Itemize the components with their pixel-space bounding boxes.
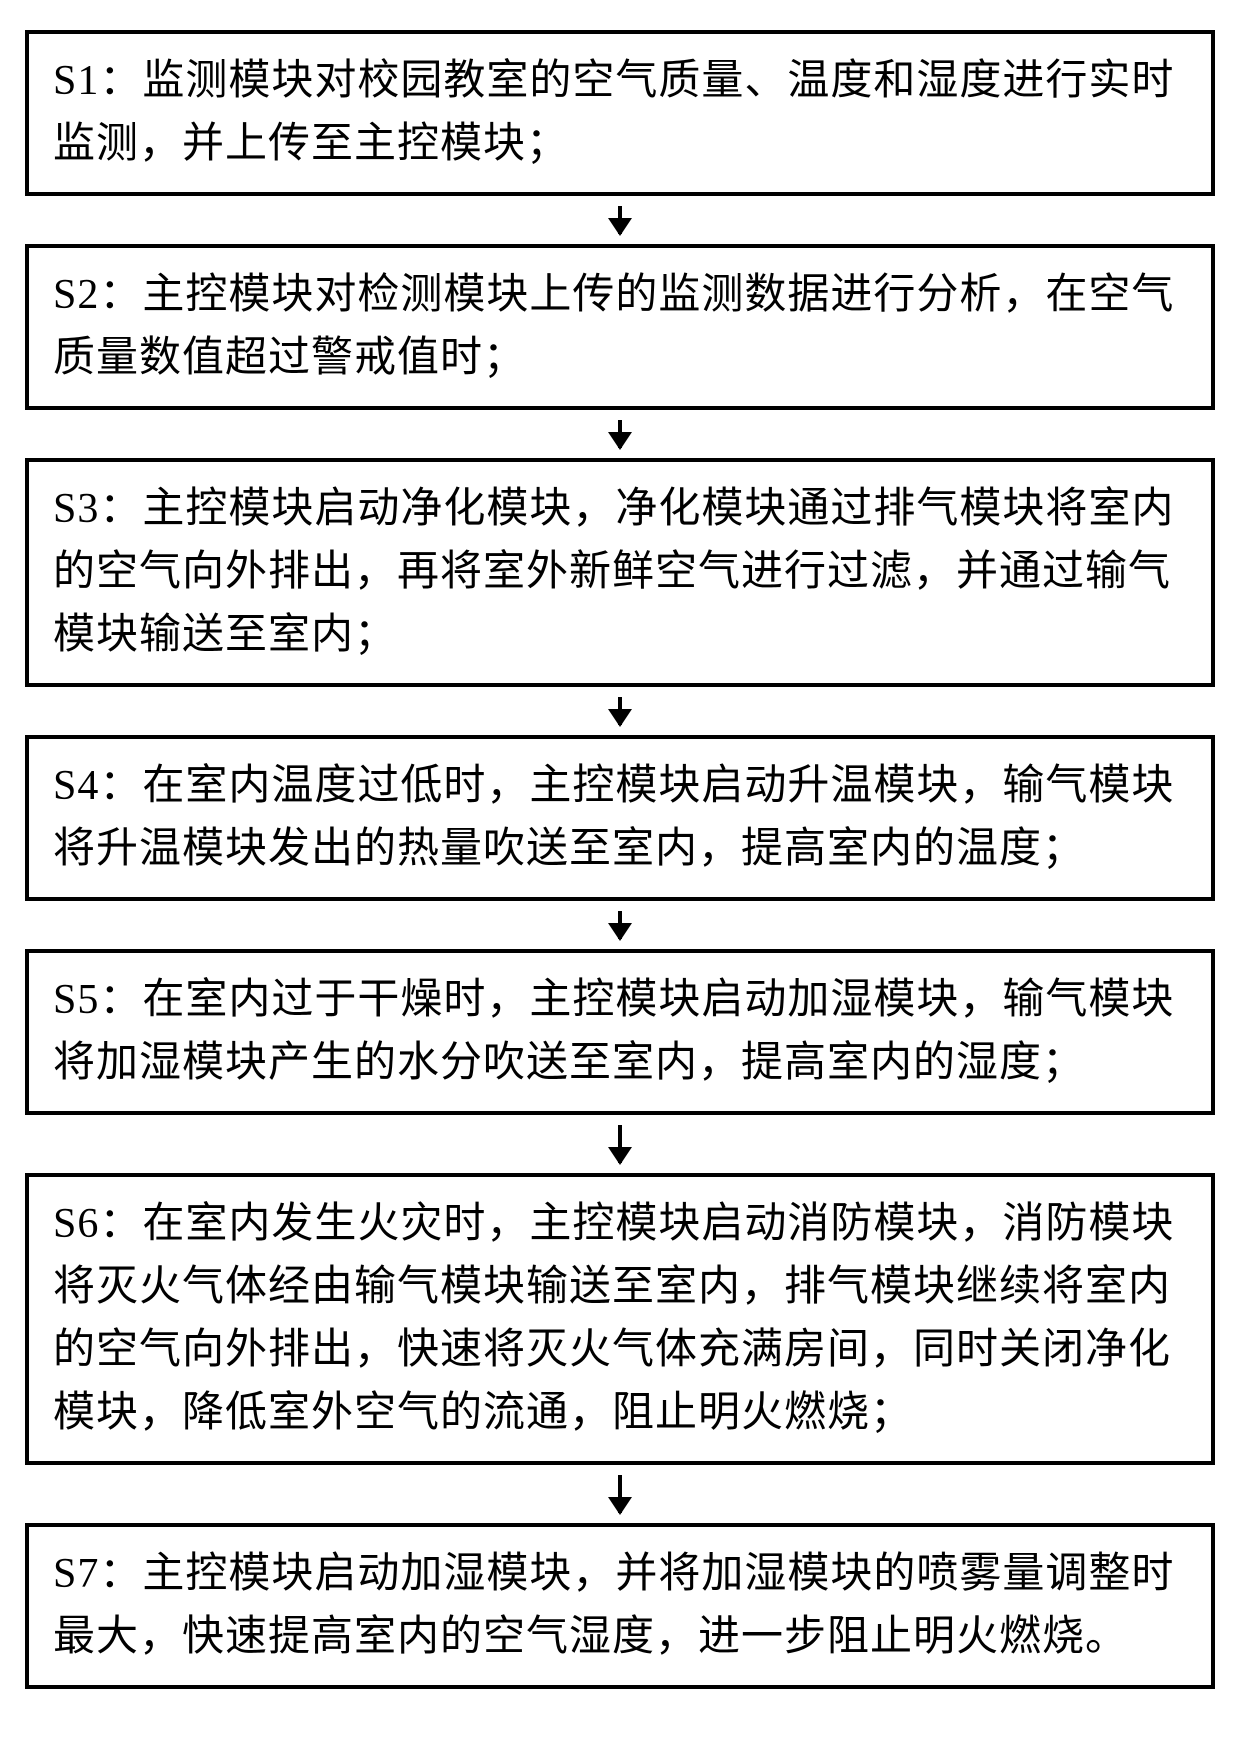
- step-box-s1: S1：监测模块对校园教室的空气质量、温度和湿度进行实时监测，并上传至主控模块；: [25, 30, 1215, 196]
- arrow-s1-s2: [618, 196, 622, 244]
- arrow-s2-s3: [618, 410, 622, 458]
- step-box-s4: S4：在室内温度过低时，主控模块启动升温模块，输气模块将升温模块发出的热量吹送至…: [25, 735, 1215, 901]
- flowchart-container: S1：监测模块对校园教室的空气质量、温度和湿度进行实时监测，并上传至主控模块； …: [25, 30, 1215, 1689]
- arrow-s4-s5: [618, 901, 622, 949]
- step-text-s7: S7：主控模块启动加湿模块，并将加湿模块的喷雾量调整时最大，快速提高室内的空气湿…: [53, 1543, 1187, 1669]
- step-box-s7: S7：主控模块启动加湿模块，并将加湿模块的喷雾量调整时最大，快速提高室内的空气湿…: [25, 1523, 1215, 1689]
- step-box-s3: S3：主控模块启动净化模块，净化模块通过排气模块将室内的空气向外排出，再将室外新…: [25, 458, 1215, 687]
- step-box-s6: S6：在室内发生火灾时，主控模块启动消防模块，消防模块将灭火气体经由输气模块输送…: [25, 1173, 1215, 1465]
- step-text-s2: S2：主控模块对检测模块上传的监测数据进行分析，在空气质量数值超过警戒值时；: [53, 264, 1187, 390]
- step-text-s5: S5：在室内过于干燥时，主控模块启动加湿模块，输气模块将加湿模块产生的水分吹送至…: [53, 969, 1187, 1095]
- step-box-s2: S2：主控模块对检测模块上传的监测数据进行分析，在空气质量数值超过警戒值时；: [25, 244, 1215, 410]
- step-text-s1: S1：监测模块对校园教室的空气质量、温度和湿度进行实时监测，并上传至主控模块；: [53, 50, 1187, 176]
- step-text-s6: S6：在室内发生火灾时，主控模块启动消防模块，消防模块将灭火气体经由输气模块输送…: [53, 1193, 1187, 1445]
- arrow-s3-s4: [618, 687, 622, 735]
- step-box-s5: S5：在室内过于干燥时，主控模块启动加湿模块，输气模块将加湿模块产生的水分吹送至…: [25, 949, 1215, 1115]
- step-text-s4: S4：在室内温度过低时，主控模块启动升温模块，输气模块将升温模块发出的热量吹送至…: [53, 755, 1187, 881]
- arrow-s6-s7: [618, 1465, 622, 1523]
- step-text-s3: S3：主控模块启动净化模块，净化模块通过排气模块将室内的空气向外排出，再将室外新…: [53, 478, 1187, 667]
- arrow-s5-s6: [618, 1115, 622, 1173]
